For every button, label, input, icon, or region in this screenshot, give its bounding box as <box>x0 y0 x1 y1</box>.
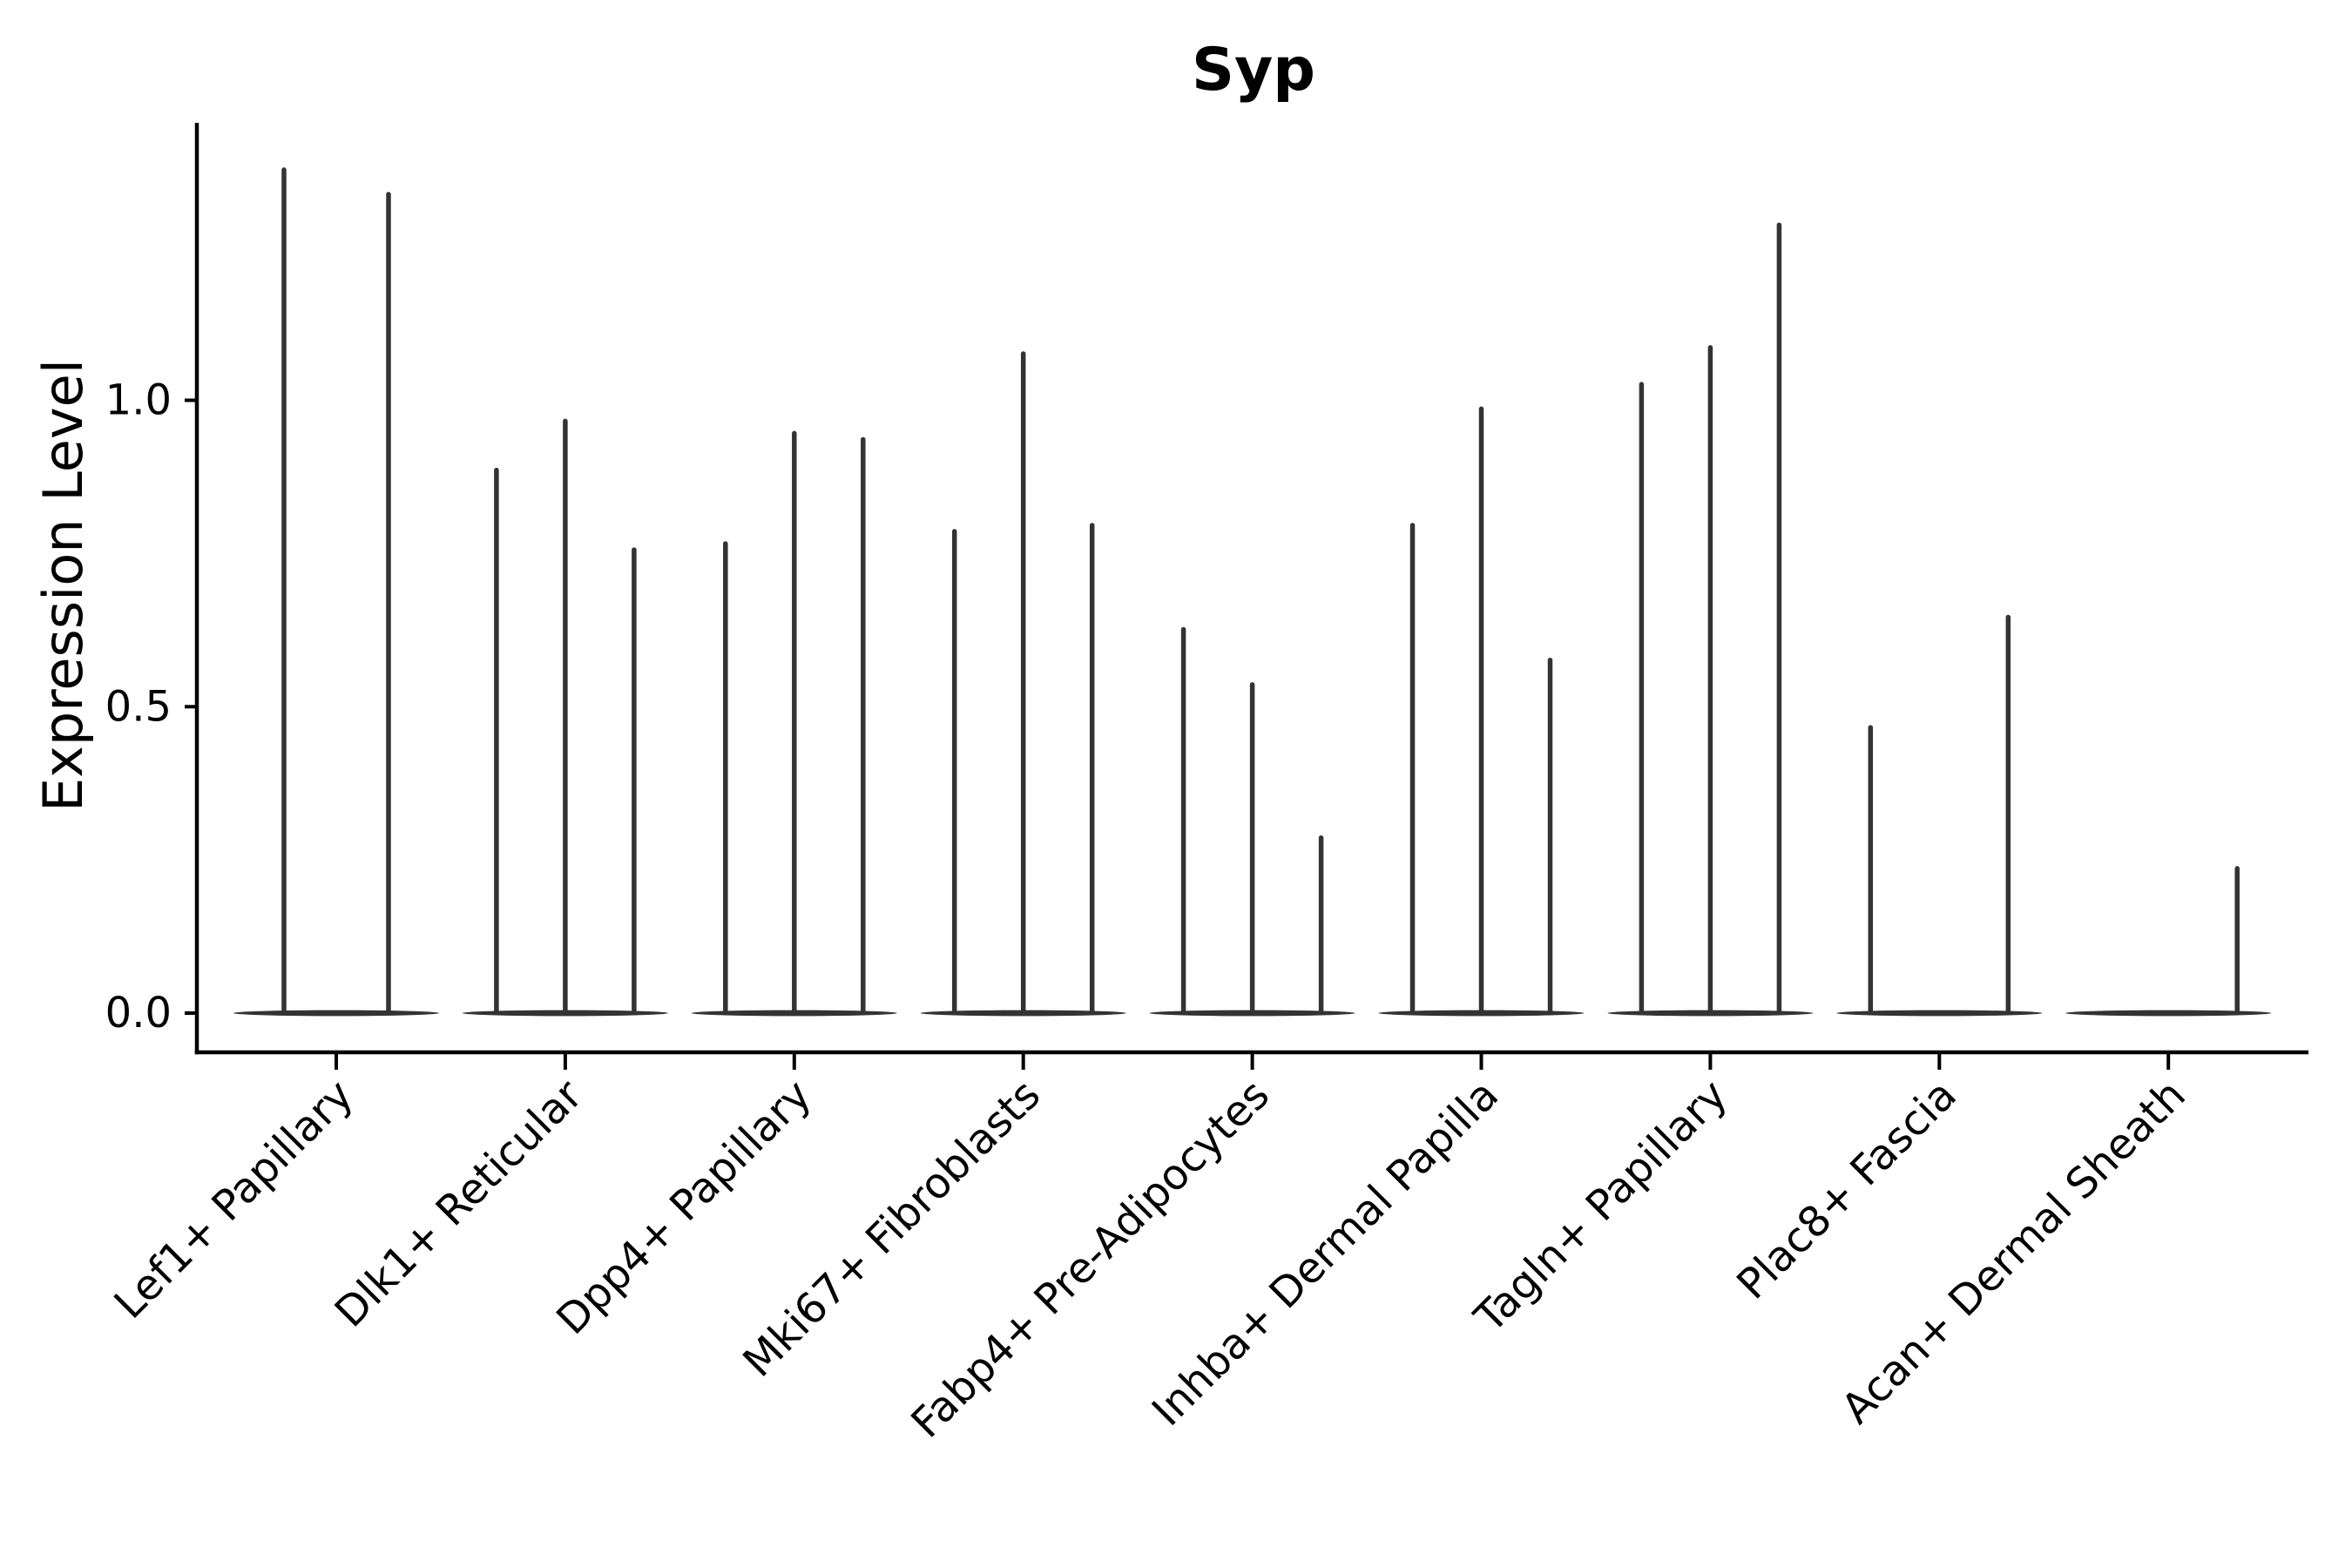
violin-base <box>233 1010 439 1017</box>
violin-spike <box>563 418 568 1016</box>
violin-spike <box>1707 345 1713 1016</box>
violin-spike <box>1547 657 1553 1016</box>
violin-spike <box>1180 626 1186 1016</box>
violin-spike <box>632 547 637 1016</box>
violin-spike <box>1318 835 1324 1016</box>
violin-spike <box>1409 523 1416 1016</box>
chart-title: Syp <box>1192 36 1315 105</box>
violin-spike <box>792 430 797 1016</box>
violin-spike <box>1776 222 1782 1016</box>
violin-spike <box>281 167 287 1016</box>
y-tick-label: 1.0 <box>105 376 172 425</box>
violin-spike <box>1020 351 1026 1016</box>
violin-spike <box>1639 382 1645 1016</box>
y-tick-labels: 0.0 0.5 1.0 <box>105 376 172 1038</box>
x-tick-label: Dpp4+ Papillary <box>547 1071 821 1344</box>
violin-spike <box>861 436 866 1016</box>
violin-spike <box>2234 866 2240 1016</box>
violin-base <box>2065 1010 2272 1017</box>
violin-spike <box>723 541 728 1016</box>
violin-spike <box>951 529 957 1016</box>
violin-spike <box>1249 682 1255 1016</box>
violin-spike <box>2005 614 2011 1016</box>
y-tick-label: 0.5 <box>105 682 172 731</box>
x-tick-label: Lef1+ Papillary <box>105 1071 363 1328</box>
x-tick-label: Dlk1+ Reticular <box>326 1071 592 1337</box>
violins-layer <box>233 167 2272 1017</box>
violin-spike <box>1868 725 1874 1016</box>
violin-base <box>1836 1010 2043 1017</box>
violin-spike <box>494 467 499 1016</box>
violin-spike <box>386 192 391 1016</box>
y-tick-label: 0.0 <box>105 989 172 1037</box>
axes-layer <box>185 123 2308 1070</box>
violin-spike <box>1089 523 1095 1016</box>
violin-spike <box>1478 406 1484 1016</box>
x-tick-label: Tagln+ Papillary <box>1465 1071 1737 1342</box>
x-tick-label: Plac8+ Fascia <box>1727 1071 1966 1309</box>
y-axis-label: Expression Level <box>31 359 95 812</box>
